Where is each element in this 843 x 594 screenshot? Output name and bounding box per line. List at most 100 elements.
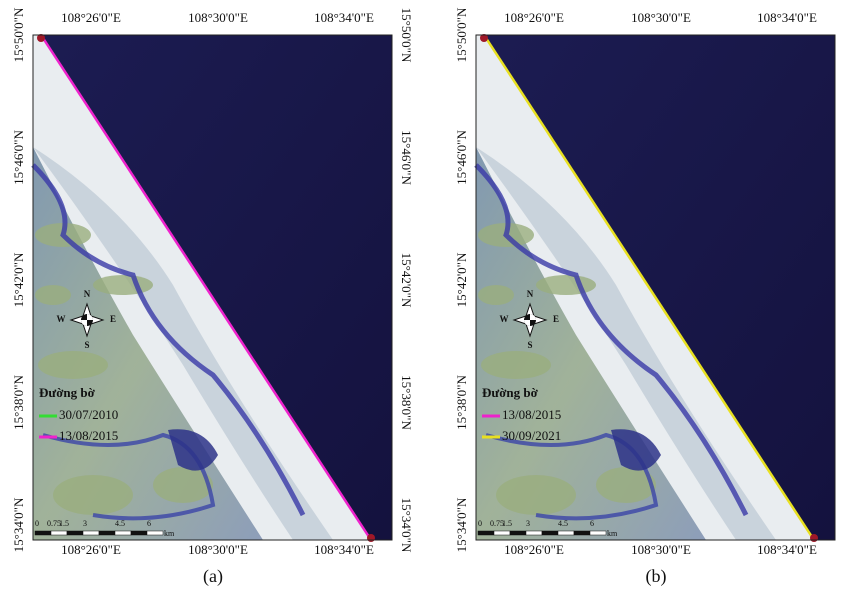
corner-marker [810, 534, 818, 542]
scale-segment [477, 530, 495, 536]
scale-label: 0 [478, 519, 482, 528]
land-area [33, 147, 263, 540]
scale-segment [50, 530, 68, 536]
scale-segment [98, 530, 116, 536]
longitude-label: 108°30'0"E [631, 10, 691, 25]
scale-segment [114, 530, 132, 536]
latitude-label: 15°46'0"N [11, 130, 26, 185]
map-panel: N W E S Đường bờ 30/07/2010 13/08/2015 0 0.751.5… [31, 34, 393, 542]
legend-title: Đường bờ [482, 385, 539, 400]
lagoon [611, 429, 661, 471]
compass-center [524, 314, 536, 326]
vegetation [35, 285, 71, 305]
longitude-label: 108°30'0"E [631, 542, 691, 557]
scale-segment [493, 530, 511, 536]
compass-center [81, 314, 93, 326]
longitude-label: 108°34'0"E [314, 542, 374, 557]
scale-label: 3 [83, 519, 87, 528]
vegetation [536, 275, 596, 295]
river [31, 163, 306, 517]
compass-letter: N [527, 289, 534, 299]
scale-label: 4.5 [558, 519, 568, 528]
latitude-label: 15°42'0"N [11, 252, 26, 307]
latitude-label: 15°42'0"N [399, 253, 414, 308]
map-panel: N W E S Đường bờ 13/08/2015 30/09/2021 0 0.751.5… [474, 34, 836, 542]
longitude-label: 108°26'0"E [504, 542, 564, 557]
vegetation [38, 351, 108, 379]
latitude-label: 15°50'0"N [11, 7, 26, 62]
legend-label: 13/08/2015 [59, 428, 118, 443]
compass: N W E S [500, 289, 560, 350]
compass-letter: E [110, 314, 116, 324]
scale-label: 0.75 [47, 519, 61, 528]
latitude-label: 15°38'0"N [454, 375, 469, 430]
scale-segment [557, 530, 575, 536]
scale-segment [509, 530, 527, 536]
scale-segment [146, 530, 164, 536]
latitude-label: 15°34'0"N [399, 498, 414, 553]
scale-label: 6 [590, 519, 594, 528]
latitude-label: 15°50'0"N [454, 7, 469, 62]
latitude-label: 15°34'0"N [11, 497, 26, 552]
compass-letter: W [500, 314, 509, 324]
scale-unit: km [164, 529, 175, 538]
corner-marker [367, 534, 375, 542]
scale-segment [66, 530, 84, 536]
latitude-label: 15°46'0"N [454, 130, 469, 185]
longitude-label: 108°30'0"E [188, 10, 248, 25]
compass-letter: N [84, 289, 91, 299]
shoreline [482, 34, 816, 541]
compass-letter: E [553, 314, 559, 324]
scale-label: 1.5 [502, 519, 512, 528]
corner-marker [480, 34, 488, 42]
longitude-label: 108°34'0"E [757, 542, 817, 557]
land-area [476, 147, 776, 540]
latitude-label: 15°34'0"N [454, 497, 469, 552]
map-frame [475, 34, 836, 541]
panel-caption: (b) [646, 566, 667, 587]
vegetation [481, 351, 551, 379]
compass-letter: S [527, 340, 532, 350]
scale-label: 6 [147, 519, 151, 528]
longitude-label: 108°30'0"E [188, 542, 248, 557]
scale-segment [130, 530, 148, 536]
legend-label: 13/08/2015 [502, 407, 561, 422]
latitude-label: 15°38'0"N [11, 375, 26, 430]
panel-caption: (a) [203, 566, 223, 587]
scale-segment [82, 530, 100, 536]
legend-label: 30/07/2010 [59, 407, 118, 422]
scale-unit: km [607, 529, 618, 538]
land-area [33, 147, 333, 540]
vegetation [93, 275, 153, 295]
legend-label: 30/09/2021 [502, 428, 561, 443]
sea [41, 35, 392, 540]
shoreline [39, 34, 373, 541]
latitude-label: 15°42'0"N [454, 252, 469, 307]
scale-segment [34, 530, 52, 536]
land-area [476, 147, 706, 540]
vegetation [478, 285, 514, 305]
longitude-label: 108°26'0"E [504, 10, 564, 25]
corner-marker [37, 34, 45, 42]
river [474, 163, 749, 517]
vegetation [596, 467, 656, 503]
vegetation [153, 467, 213, 503]
map-frame [32, 34, 393, 541]
latitude-label: 15°50'0"N [399, 8, 414, 63]
scale-label: 0.75 [490, 519, 504, 528]
scale-segment [573, 530, 591, 536]
scale-segment [589, 530, 607, 536]
vegetation [53, 475, 133, 515]
longitude-label: 108°26'0"E [61, 542, 121, 557]
compass: N W E S [57, 289, 117, 350]
lagoon [168, 429, 218, 471]
scale-label: 0 [35, 519, 39, 528]
sea [484, 35, 835, 540]
compass-letter: W [57, 314, 66, 324]
latitude-label: 15°46'0"N [399, 130, 414, 185]
compass-letter: S [84, 340, 89, 350]
scale-segment [541, 530, 559, 536]
latitude-label: 15°38'0"N [399, 375, 414, 430]
legend-title: Đường bờ [39, 385, 96, 400]
